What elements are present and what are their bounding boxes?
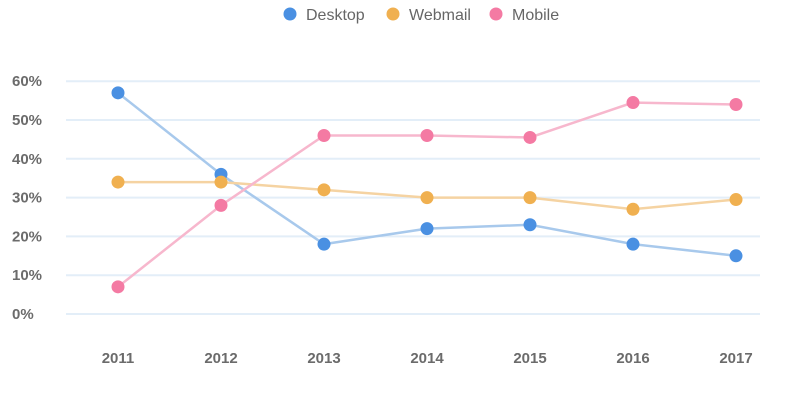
legend-item-webmail[interactable]: Webmail (386, 7, 471, 24)
x-tick-label: 2013 (307, 350, 340, 367)
legend-swatch (283, 7, 297, 21)
data-point-mobile[interactable] (317, 129, 331, 143)
data-point-webmail[interactable] (523, 191, 537, 205)
series-lines (117, 91, 737, 288)
data-point-webmail[interactable] (317, 183, 331, 197)
x-tick-label: 2016 (616, 350, 649, 367)
data-point-mobile[interactable] (111, 280, 125, 294)
data-point-desktop[interactable] (523, 218, 537, 232)
series-points (111, 86, 743, 294)
data-point-webmail[interactable] (111, 175, 125, 189)
x-tick-label: 2014 (410, 350, 444, 367)
data-point-webmail[interactable] (626, 202, 640, 216)
legend-item-mobile[interactable]: Mobile (489, 7, 560, 24)
legend-item-desktop[interactable]: Desktop (283, 7, 365, 24)
legend: Desktop Webmail Mobile (283, 7, 560, 24)
data-point-desktop[interactable] (111, 86, 125, 100)
data-point-desktop[interactable] (317, 237, 331, 251)
data-point-webmail[interactable] (420, 191, 434, 205)
data-point-mobile[interactable] (420, 129, 434, 143)
y-tick-label: 30% (12, 190, 42, 207)
data-point-mobile[interactable] (523, 130, 537, 144)
x-tick-label: 2012 (204, 350, 237, 367)
x-axis-labels: 2011 2012 2013 2014 2015 2016 2017 (102, 350, 753, 367)
x-tick-label: 2017 (719, 350, 752, 367)
legend-label: Webmail (409, 7, 471, 24)
x-tick-label: 2011 (102, 350, 135, 367)
y-tick-label: 50% (12, 112, 42, 129)
data-point-mobile[interactable] (729, 97, 743, 111)
data-point-desktop[interactable] (626, 237, 640, 251)
y-tick-label: 20% (12, 228, 42, 245)
data-point-webmail[interactable] (214, 175, 228, 189)
data-point-desktop[interactable] (729, 249, 743, 263)
y-tick-label: 0% (12, 306, 34, 323)
x-tick-label: 2015 (513, 350, 546, 367)
y-tick-label: 60% (12, 73, 42, 90)
y-tick-label: 40% (12, 151, 42, 168)
legend-label: Desktop (306, 7, 365, 24)
y-axis-labels: 0% 10% 20% 30% 40% 50% 60% (12, 73, 42, 323)
data-point-mobile[interactable] (626, 96, 640, 110)
data-point-webmail[interactable] (729, 193, 743, 207)
y-tick-label: 10% (12, 267, 42, 284)
data-point-desktop[interactable] (420, 222, 434, 236)
legend-swatch (489, 7, 503, 21)
data-point-mobile[interactable] (214, 198, 228, 212)
legend-label: Mobile (512, 7, 559, 24)
legend-swatch (386, 7, 400, 21)
